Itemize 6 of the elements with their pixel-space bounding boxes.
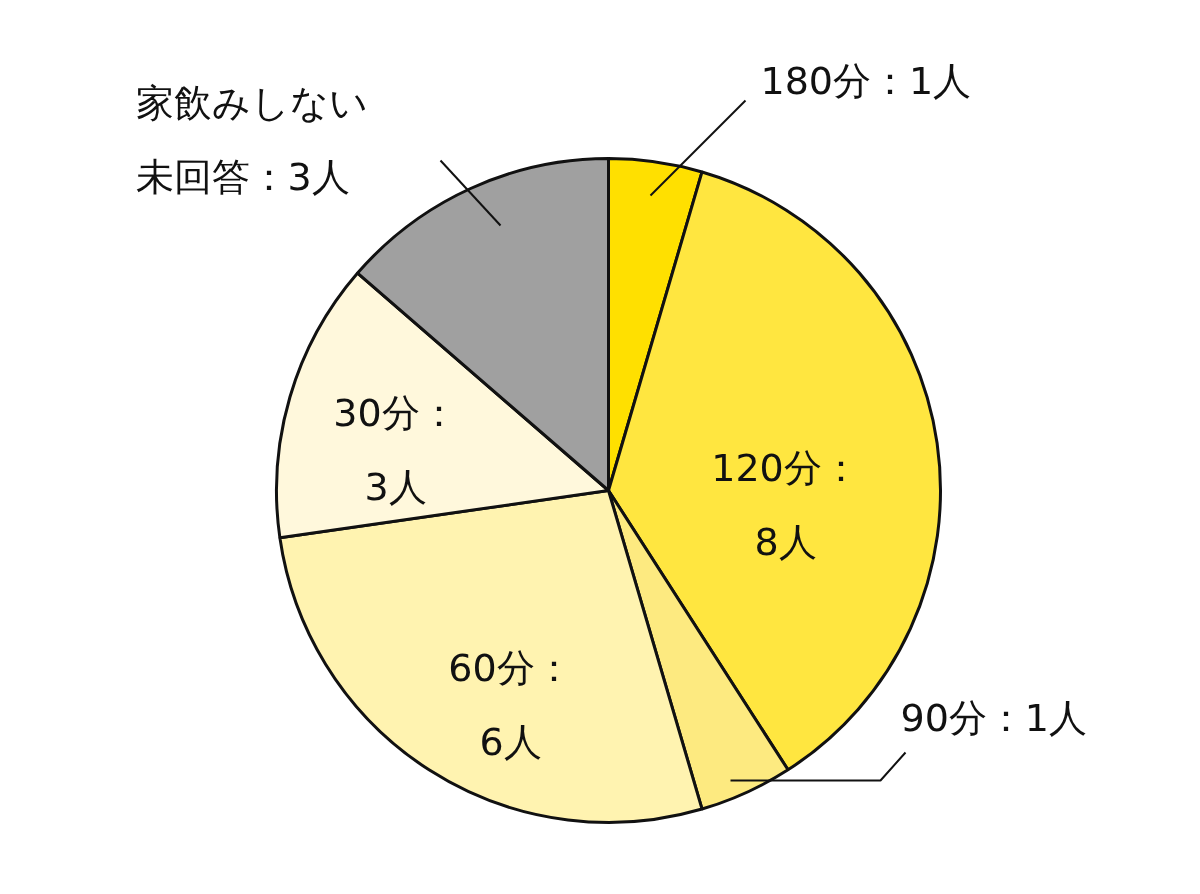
slice-label: 90分：1人	[900, 695, 1088, 740]
slice-label: 家飲みしない未回答：3人	[135, 80, 368, 200]
slice-label: 30分： 3人	[333, 390, 458, 510]
slice-label: 60分： 6人	[448, 645, 573, 765]
slice-label: 180分：1人	[760, 58, 972, 103]
slice-label: 120分： 8人	[711, 445, 860, 565]
